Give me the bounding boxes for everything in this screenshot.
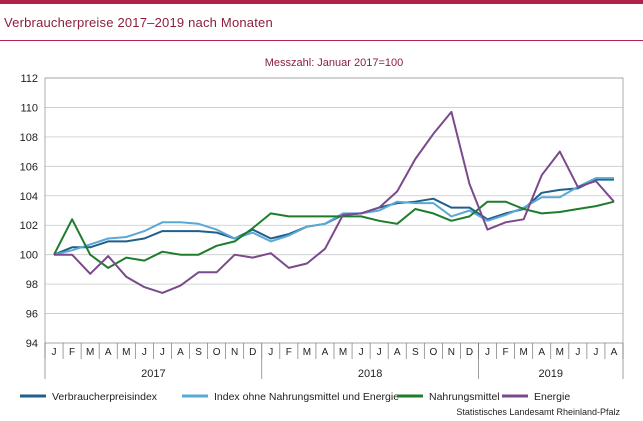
- y-tick-label-102: 102: [20, 220, 38, 232]
- y-axis-ticks: 94 96 98 100 102 104 106 108 110 112: [20, 73, 38, 350]
- y-tick-label-112: 112: [20, 73, 38, 85]
- y-tick-label-94: 94: [26, 338, 38, 350]
- month-label: J: [142, 347, 147, 358]
- month-label: A: [322, 347, 329, 358]
- year-label-2018: 2018: [358, 368, 382, 380]
- month-label: F: [69, 347, 75, 358]
- month-label: M: [556, 347, 564, 358]
- month-label: J: [575, 347, 580, 358]
- month-label: M: [519, 347, 527, 358]
- y-tick-label-104: 104: [20, 191, 38, 203]
- month-label: J: [160, 347, 165, 358]
- month-label: J: [485, 347, 490, 358]
- page-title: Verbraucherpreise 2017–2019 nach Monaten: [4, 15, 273, 30]
- month-label: J: [52, 347, 57, 358]
- plot-area-frame: [44, 77, 624, 344]
- legend-label-3: Nahrungsmittel: [429, 391, 500, 403]
- chart-grid: [45, 77, 623, 344]
- month-label: J: [593, 347, 598, 358]
- month-label: S: [412, 347, 419, 358]
- month-label: D: [466, 347, 473, 358]
- series-lines: [53, 110, 615, 294]
- month-label: M: [122, 347, 130, 358]
- month-label: M: [86, 347, 94, 358]
- legend-label-4: Energie: [534, 391, 570, 403]
- y-tick-label-96: 96: [26, 309, 38, 321]
- month-label: N: [231, 347, 238, 358]
- month-label: M: [339, 347, 347, 358]
- chart-subtitle: Messzahl: Januar 2017=100: [265, 57, 404, 69]
- month-label: J: [268, 347, 273, 358]
- y-tick-label-108: 108: [20, 132, 38, 144]
- month-label: F: [503, 347, 509, 358]
- legend: Verbraucherpreisindex Index ohne Nahrungs…: [20, 391, 570, 403]
- legend-label-2: Index ohne Nahrungsmittel und Energie: [214, 391, 399, 403]
- y-tick-label-110: 110: [20, 102, 38, 114]
- month-label: A: [538, 347, 545, 358]
- year-label-2017: 2017: [141, 368, 165, 380]
- month-label: J: [359, 347, 364, 358]
- series-line-4: [54, 110, 615, 294]
- title-divider: [0, 40, 643, 41]
- month-label: M: [303, 347, 311, 358]
- y-tick-label-106: 106: [20, 161, 38, 173]
- month-label: O: [213, 347, 221, 358]
- legend-label-1: Verbraucherpreisindex: [52, 391, 158, 403]
- top-accent-bar: [0, 0, 643, 4]
- series-line-3: [53, 200, 615, 269]
- month-label: O: [429, 347, 437, 358]
- month-label: D: [249, 347, 256, 358]
- month-label: F: [286, 347, 292, 358]
- month-label: N: [448, 347, 455, 358]
- month-label: A: [611, 347, 618, 358]
- month-label: S: [195, 347, 202, 358]
- y-tick-label-98: 98: [26, 279, 38, 291]
- y-tick-label-100: 100: [20, 250, 38, 262]
- month-label: J: [377, 347, 382, 358]
- year-label-2019: 2019: [539, 368, 563, 380]
- source-note: Statistisches Landesamt Rheinland-Pfalz: [456, 407, 620, 417]
- month-label: A: [394, 347, 401, 358]
- month-label: A: [105, 347, 112, 358]
- month-label: A: [177, 347, 184, 358]
